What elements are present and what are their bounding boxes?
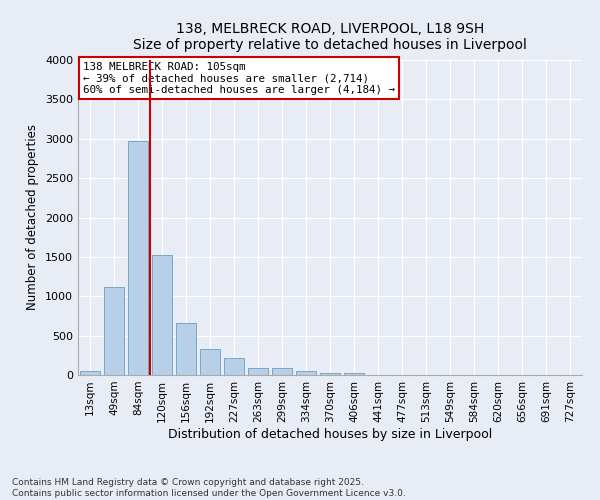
Bar — [296, 370, 316, 375]
Bar — [200, 349, 220, 375]
Y-axis label: Number of detached properties: Number of detached properties — [26, 124, 40, 310]
Bar — [344, 373, 364, 375]
Bar — [320, 372, 340, 375]
Bar — [152, 256, 172, 375]
Bar — [80, 370, 100, 375]
Text: Contains HM Land Registry data © Crown copyright and database right 2025.
Contai: Contains HM Land Registry data © Crown c… — [12, 478, 406, 498]
Title: 138, MELBRECK ROAD, LIVERPOOL, L18 9SH
Size of property relative to detached hou: 138, MELBRECK ROAD, LIVERPOOL, L18 9SH S… — [133, 22, 527, 52]
Bar — [272, 368, 292, 375]
Bar — [128, 141, 148, 375]
X-axis label: Distribution of detached houses by size in Liverpool: Distribution of detached houses by size … — [168, 428, 492, 440]
Bar — [104, 287, 124, 375]
Text: 138 MELBRECK ROAD: 105sqm
← 39% of detached houses are smaller (2,714)
60% of se: 138 MELBRECK ROAD: 105sqm ← 39% of detac… — [83, 62, 395, 95]
Bar — [248, 368, 268, 375]
Bar — [224, 358, 244, 375]
Bar — [176, 323, 196, 375]
